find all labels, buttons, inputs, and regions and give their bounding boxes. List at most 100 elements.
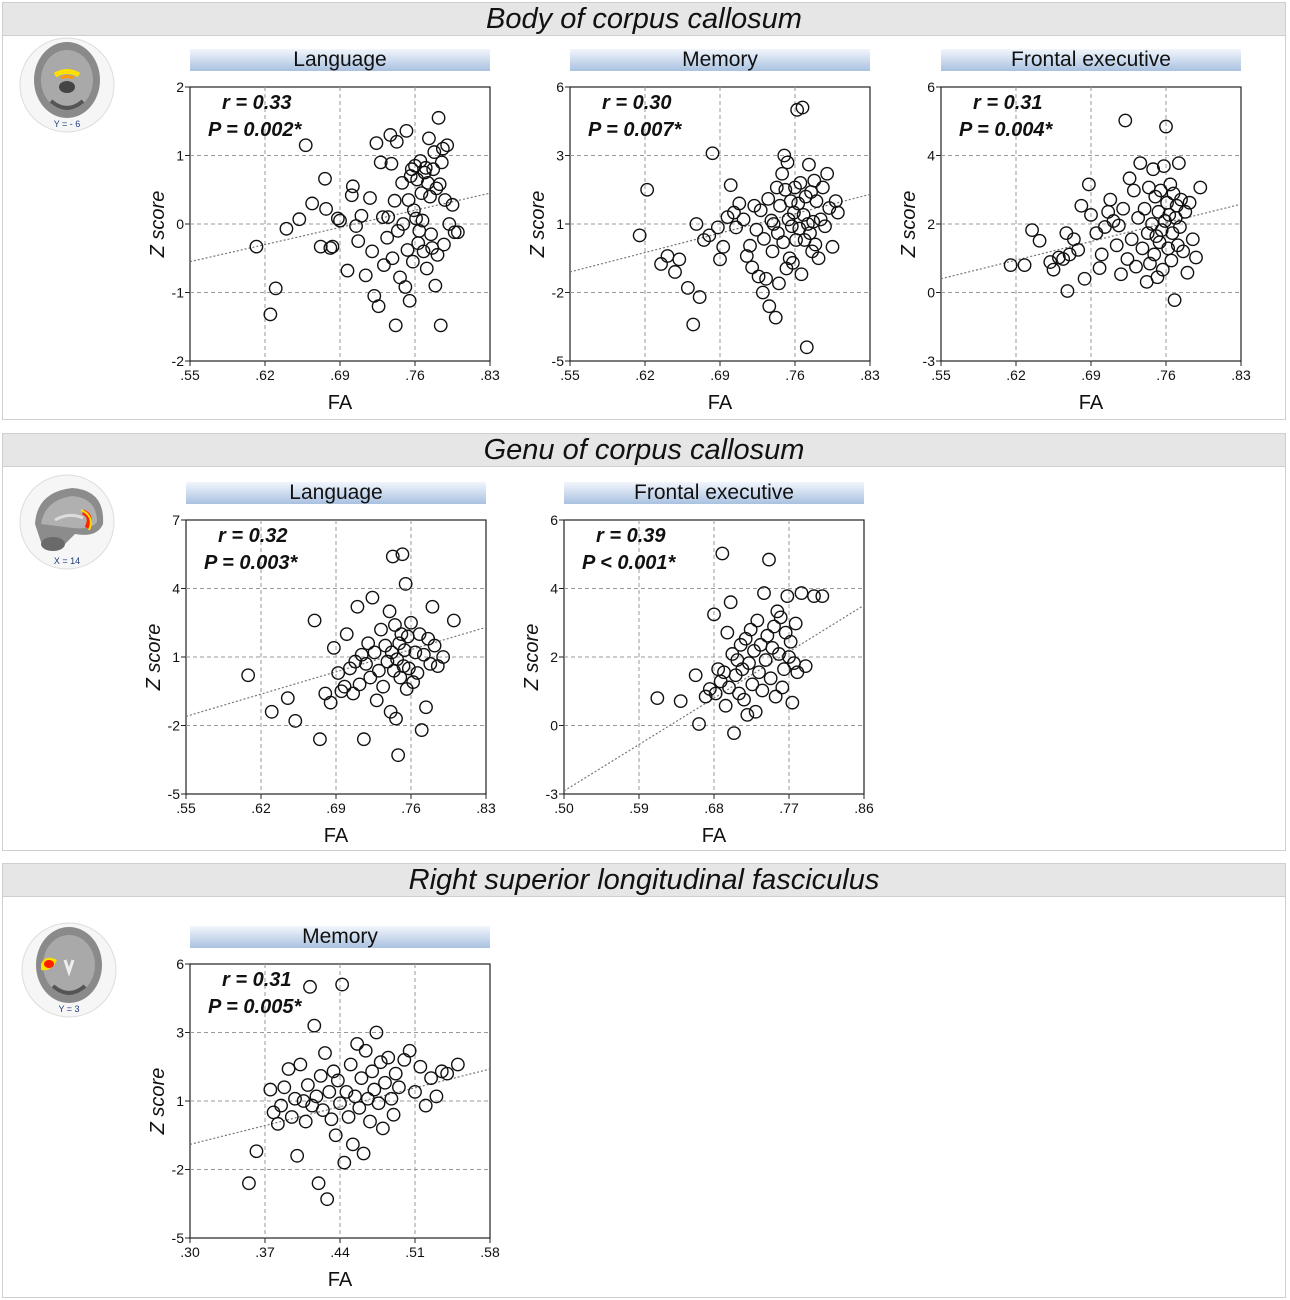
data-point bbox=[397, 643, 412, 658]
x-axis-label: FA bbox=[1079, 392, 1104, 414]
section-genu-corpus-callosum: Genu of corpus callosum X = 14 Language.… bbox=[2, 433, 1286, 851]
data-point bbox=[781, 212, 796, 227]
data-point bbox=[385, 549, 400, 564]
data-point bbox=[284, 1110, 299, 1124]
data-point bbox=[343, 661, 357, 676]
data-point bbox=[293, 1057, 308, 1072]
data-point bbox=[673, 694, 688, 709]
data-point bbox=[406, 675, 421, 690]
y-tick-label: 4 bbox=[172, 581, 180, 597]
data-point bbox=[737, 692, 751, 707]
y-tick-label: 1 bbox=[176, 148, 184, 164]
data-point bbox=[300, 1078, 315, 1092]
y-tick-label: 4 bbox=[550, 581, 558, 597]
data-point bbox=[313, 1068, 328, 1083]
y-tick-label: 6 bbox=[176, 956, 184, 972]
data-point bbox=[408, 645, 423, 660]
data-point bbox=[350, 599, 365, 614]
y-tick-label: 3 bbox=[556, 148, 564, 164]
brain-image-coronal-lateral: Y = 3 bbox=[19, 920, 119, 1020]
data-point bbox=[427, 638, 442, 653]
data-point bbox=[743, 238, 757, 253]
data-point bbox=[437, 237, 451, 252]
data-point bbox=[718, 698, 733, 713]
data-point bbox=[398, 280, 413, 294]
data-point bbox=[414, 723, 429, 737]
x-tick-label: .62 bbox=[635, 367, 655, 383]
data-point bbox=[732, 196, 747, 211]
chart-genu-frontal-executive: Frontal executive .50 .59 .68 .77 .86 -3 0 2 4 6 r … bbox=[521, 481, 874, 847]
data-point bbox=[331, 666, 346, 680]
chart-title-bar bbox=[564, 482, 864, 504]
data-point bbox=[710, 220, 725, 235]
data-point bbox=[1094, 247, 1109, 262]
data-point bbox=[288, 714, 303, 728]
data-point bbox=[1193, 180, 1208, 195]
x-axis-label: FA bbox=[708, 392, 733, 414]
data-point bbox=[385, 251, 400, 266]
data-point bbox=[398, 577, 413, 591]
y-tick-label: -5 bbox=[552, 353, 565, 369]
data-point bbox=[716, 239, 731, 254]
data-point bbox=[1077, 271, 1092, 286]
data-point bbox=[723, 178, 738, 193]
data-point bbox=[405, 254, 420, 269]
data-point bbox=[373, 1055, 388, 1070]
data-point bbox=[326, 640, 341, 655]
data-point bbox=[1180, 265, 1195, 280]
data-point bbox=[318, 171, 332, 186]
chart-title-bar bbox=[190, 926, 490, 948]
data-point bbox=[383, 704, 398, 719]
data-point bbox=[341, 1110, 356, 1124]
data-point bbox=[783, 634, 798, 649]
data-point bbox=[381, 1050, 396, 1065]
data-point bbox=[428, 278, 443, 293]
data-point bbox=[333, 1096, 347, 1111]
stat-r: r = 0.31 bbox=[973, 92, 1043, 114]
y-tick-label: 0 bbox=[176, 216, 184, 232]
data-point bbox=[768, 689, 783, 704]
data-point bbox=[384, 156, 399, 171]
data-point bbox=[1164, 253, 1179, 268]
x-tick-label: .83 bbox=[480, 367, 500, 383]
data-point bbox=[298, 1114, 313, 1129]
data-point bbox=[315, 1103, 330, 1118]
data-point bbox=[445, 197, 460, 212]
y-axis-label: Z score bbox=[521, 624, 543, 692]
y-tick-label: 0 bbox=[927, 285, 935, 301]
x-tick-label: .76 bbox=[785, 367, 805, 383]
data-point bbox=[404, 615, 418, 630]
data-point bbox=[751, 269, 766, 284]
data-point bbox=[426, 162, 441, 177]
data-point bbox=[813, 212, 828, 227]
stat-p: P < 0.001* bbox=[582, 552, 676, 574]
data-point bbox=[425, 599, 440, 614]
y-tick-label: -2 bbox=[552, 285, 565, 301]
data-point bbox=[241, 668, 256, 683]
data-point bbox=[358, 1043, 373, 1058]
data-point bbox=[743, 622, 758, 637]
x-tick-label: .76 bbox=[1156, 367, 1176, 383]
data-point bbox=[809, 194, 824, 209]
data-point bbox=[1137, 201, 1152, 216]
x-tick-label: .83 bbox=[860, 367, 880, 383]
data-point bbox=[367, 1082, 382, 1097]
data-point bbox=[777, 148, 792, 163]
data-point bbox=[775, 680, 790, 695]
data-point bbox=[775, 166, 790, 181]
data-point bbox=[1109, 238, 1124, 253]
brain-image-sagittal: X = 14 bbox=[17, 472, 117, 572]
data-point bbox=[354, 208, 369, 223]
data-point bbox=[715, 546, 730, 561]
data-point bbox=[249, 239, 264, 254]
data-point bbox=[793, 175, 808, 190]
data-point bbox=[386, 1107, 401, 1122]
x-tick-label: .50 bbox=[554, 800, 574, 816]
chart-body-memory: Memory .55 .62 .69 .76 .83 -5 -2 1 3 6 r = 0.30 P = … bbox=[527, 48, 880, 414]
data-point bbox=[394, 627, 409, 642]
data-point bbox=[309, 1089, 324, 1104]
data-point bbox=[780, 155, 795, 170]
data-point bbox=[390, 223, 405, 238]
data-point bbox=[339, 1084, 354, 1099]
data-point bbox=[345, 1137, 360, 1152]
